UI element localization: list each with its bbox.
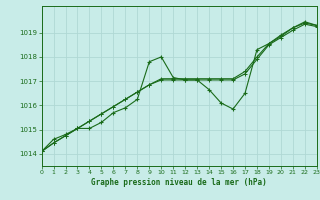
- X-axis label: Graphe pression niveau de la mer (hPa): Graphe pression niveau de la mer (hPa): [91, 178, 267, 187]
